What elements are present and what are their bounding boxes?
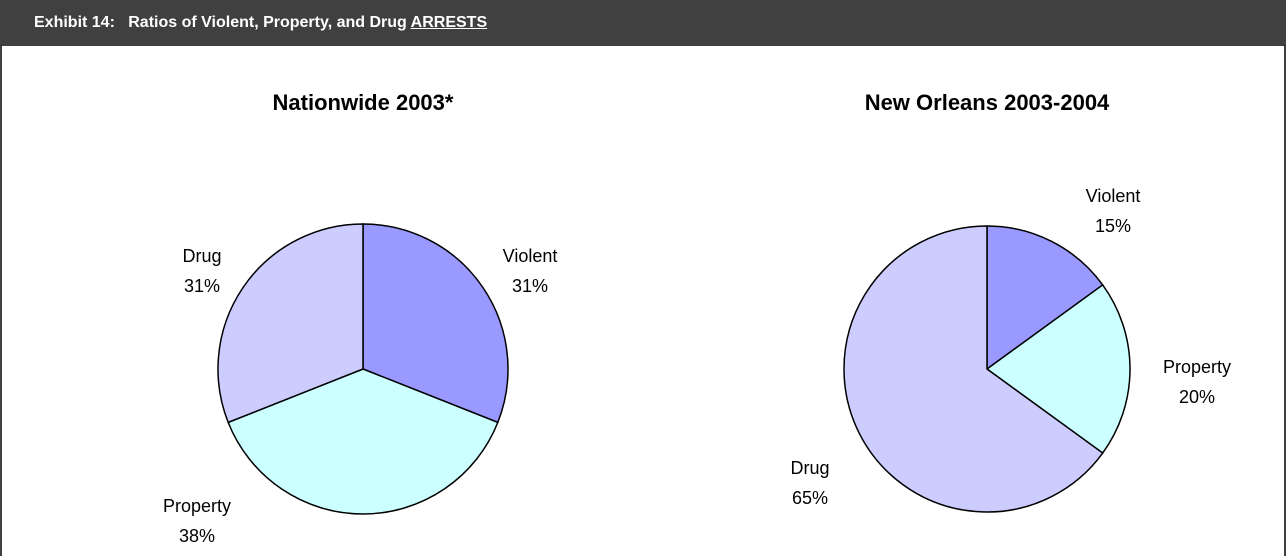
pie-slice (217, 223, 364, 424)
exhibit-emphasis: ARRESTS (410, 14, 488, 31)
slice-value-label: 31% (184, 276, 220, 296)
slice-value-label: 20% (1179, 387, 1215, 407)
slice-value-label: 31% (512, 276, 548, 296)
exhibit-label: Exhibit 14: (34, 14, 115, 31)
slice-label: Drug (790, 458, 829, 478)
slice-value-label: 15% (1095, 216, 1131, 236)
charts: Nationwide 2003* Violent 31% Property 38% Dru… (0, 45, 1286, 556)
slice-label: Violent (1086, 186, 1141, 206)
slice-label: Drug (182, 246, 221, 266)
slice-value-label: 65% (792, 488, 828, 508)
chart-title: New Orleans 2003-2004 (865, 90, 1110, 115)
pie-slice (985, 283, 1131, 455)
chart-title: Nationwide 2003* (273, 90, 454, 115)
slice-label: Property (163, 496, 231, 516)
pie-slice (986, 225, 1104, 371)
pie-slice (843, 225, 1104, 513)
pie-slice (362, 223, 509, 424)
frame (0, 45, 1286, 556)
header-bar: Exhibit 14: Ratios of Violent, Property,… (0, 0, 1286, 45)
slice-label: Violent (503, 246, 558, 266)
pie-slice (227, 368, 499, 515)
slice-label: Property (1163, 357, 1231, 377)
exhibit-title: Ratios of Violent, Property, and Drug (128, 14, 407, 31)
slice-value-label: 38% (179, 526, 215, 546)
